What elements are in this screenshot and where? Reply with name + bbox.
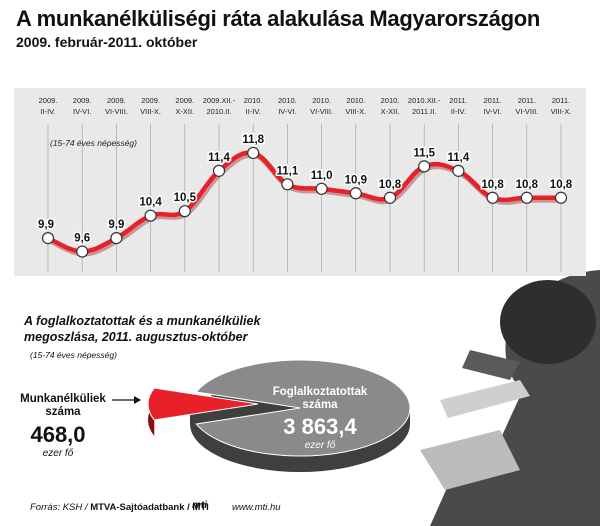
data-label: 11,0 xyxy=(311,170,333,182)
unemployed-value: 468,0 xyxy=(30,422,86,447)
data-label: 10,8 xyxy=(516,179,539,191)
website-link[interactable]: www.mti.hu xyxy=(232,502,281,513)
data-point xyxy=(383,191,397,204)
data-point xyxy=(554,191,568,204)
x-tick-label-months: IV-VI. xyxy=(483,107,501,116)
x-tick-label-months: VIII-X. xyxy=(345,107,366,116)
employed-value: 3 863,4 xyxy=(283,414,357,439)
data-label: 10,8 xyxy=(550,179,573,191)
data-label: 11,8 xyxy=(242,134,264,146)
x-tick-label-year: 2010. xyxy=(244,96,263,105)
unemployed-unit: ezer fő xyxy=(42,448,74,459)
data-point xyxy=(178,205,191,218)
pie-slice-unemployed xyxy=(147,387,259,421)
x-tick-label-months: VIII-X. xyxy=(551,107,572,116)
callout-arrow-head xyxy=(134,396,141,404)
data-label: 10,9 xyxy=(345,174,367,186)
data-label: 10,5 xyxy=(174,192,197,204)
source-note: Forrás: KSH / MTVA-Sajtóadatbank / MTI xyxy=(30,502,209,513)
chart-subtitle: 2009. február-2011. október xyxy=(16,34,198,50)
data-point xyxy=(520,191,533,204)
x-tick-label-year: 2011. xyxy=(449,96,467,105)
student-book xyxy=(440,380,530,418)
x-tick-label-year: 2009.XII.- xyxy=(203,96,236,105)
data-point xyxy=(349,187,362,200)
data-label: 9,9 xyxy=(108,219,124,231)
employed-unit: ezer fő xyxy=(304,440,336,451)
data-point xyxy=(281,178,294,191)
x-tick-label-year: 2010. xyxy=(381,96,400,105)
unemployed-label: Munkanélküliek száma xyxy=(20,393,106,418)
x-tick-label-months: II-IV. xyxy=(246,107,261,116)
data-label: 11,5 xyxy=(413,147,435,159)
data-point xyxy=(144,209,157,222)
line-chart-note: (15-74 éves népesség) xyxy=(50,138,137,148)
x-tick-label-months: VI-VIII. xyxy=(515,107,538,116)
chart-panel xyxy=(14,88,586,276)
chart-title: A munkanélküliségi ráta alakulása Magyar… xyxy=(16,6,540,31)
x-tick-label-year: 2010. xyxy=(278,96,297,105)
x-tick-label-year: 2009. xyxy=(39,96,58,105)
student-paper xyxy=(420,430,520,490)
data-point xyxy=(486,191,499,204)
data-point xyxy=(452,164,465,177)
employed-label: Foglalkoztatottak száma xyxy=(272,386,368,411)
x-tick-label-months: 2011.II. xyxy=(412,107,436,116)
x-tick-label-year: 2009. xyxy=(175,96,194,105)
data-label: 11,4 xyxy=(208,152,230,164)
series-line xyxy=(45,150,564,254)
student-photo-background xyxy=(420,270,600,526)
data-point xyxy=(315,182,328,195)
data-point xyxy=(76,245,89,258)
x-tick-label-year: 2011. xyxy=(552,96,570,105)
data-label: 10,8 xyxy=(379,179,402,191)
data-label: 9,6 xyxy=(74,233,90,245)
data-point xyxy=(418,160,431,173)
x-tick-label-year: 2009. xyxy=(107,96,126,105)
x-tick-label-year: 2009. xyxy=(73,96,92,105)
data-point xyxy=(41,232,55,245)
x-tick-label-months: VI-VIII. xyxy=(105,107,128,116)
x-tick-label-months: VIII-X. xyxy=(140,107,161,116)
data-label: 10,4 xyxy=(139,197,162,209)
x-tick-label-months: II-IV. xyxy=(451,107,466,116)
x-tick-label-months: X-XII. xyxy=(381,107,400,116)
mti-logo: mti xyxy=(192,500,207,511)
source-prefix: Forrás: KSH / xyxy=(30,502,91,513)
x-tick-label-months: VI-VIII. xyxy=(310,107,333,116)
data-point xyxy=(110,232,123,245)
x-tick-label-year: 2010. xyxy=(346,96,365,105)
data-point xyxy=(212,164,226,177)
x-tick-label-year: 2011. xyxy=(483,96,501,105)
student-hand xyxy=(462,350,520,380)
x-tick-label-year: 2009. xyxy=(141,96,160,105)
student-head xyxy=(500,280,596,364)
pie-slice-employed xyxy=(195,359,411,457)
pie-chart-note: (15-74 éves népesség) xyxy=(30,350,117,360)
data-point xyxy=(247,146,260,160)
x-tick-label-months: II-IV. xyxy=(40,107,55,116)
data-label: 10,8 xyxy=(481,179,504,191)
x-tick-label-months: 2010.II. xyxy=(206,107,231,116)
x-tick-label-months: IV-VI. xyxy=(278,107,296,116)
x-tick-label-year: 2010. xyxy=(312,96,331,105)
data-label: 11,1 xyxy=(277,165,299,177)
data-label: 11,4 xyxy=(448,152,470,164)
x-tick-label-year: 2010.XII.- xyxy=(408,96,441,105)
x-tick-label-months: IV-VI. xyxy=(73,107,91,116)
x-tick-label-months: X-XII. xyxy=(175,107,194,116)
pie-chart-title: A foglalkoztatottak és a munkanélküliek … xyxy=(24,314,261,344)
x-tick-label-year: 2011. xyxy=(518,96,536,105)
source-bold: MTVA-Sajtóadatbank / MTI xyxy=(90,502,209,513)
data-label: 9,9 xyxy=(38,219,54,231)
